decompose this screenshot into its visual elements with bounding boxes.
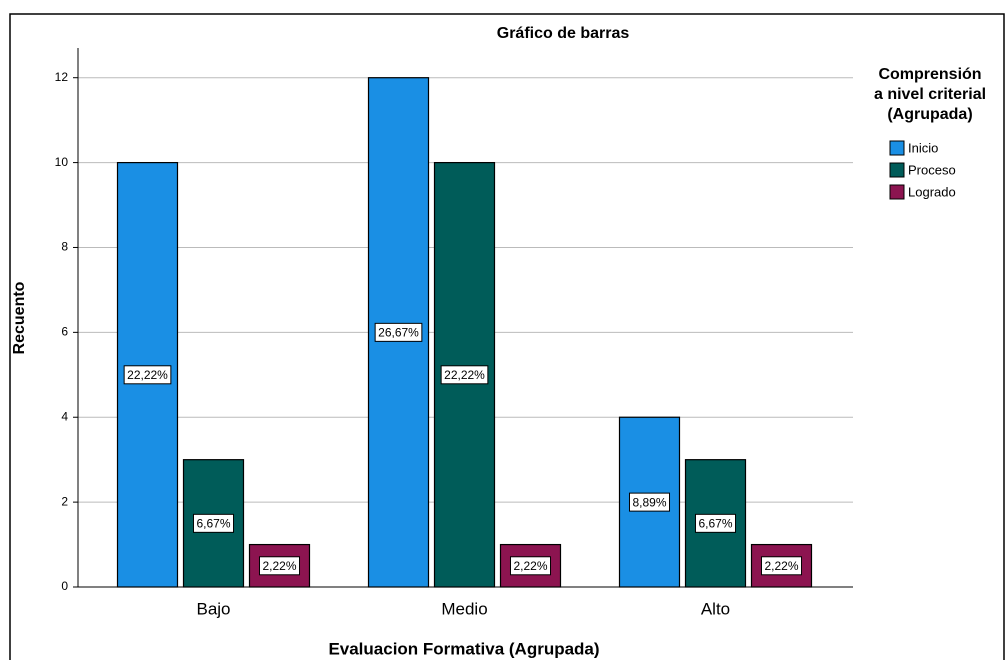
data-label: 8,89% xyxy=(632,495,666,509)
y-axis-label: Recuento xyxy=(11,281,28,354)
data-label: 26,67% xyxy=(378,326,419,340)
legend-swatch xyxy=(889,140,905,156)
legend-label: Proceso xyxy=(908,162,956,177)
x-tick-label: Bajo xyxy=(196,599,230,618)
data-label: 2,22% xyxy=(764,559,798,573)
data-label-box xyxy=(760,556,803,576)
x-tick-label: Medio xyxy=(441,599,487,618)
y-tick-label: 4 xyxy=(61,409,68,423)
data-label-box xyxy=(694,513,737,533)
legend-title: a nivel criterial xyxy=(874,86,986,103)
data-label: 6,67% xyxy=(196,517,230,531)
data-label-box xyxy=(123,365,172,385)
x-axis-label: Evaluacion Formativa (Agrupada) xyxy=(328,639,599,658)
x-tick-label: Alto xyxy=(701,599,730,618)
data-label-box xyxy=(509,556,552,576)
data-label-box xyxy=(258,556,301,576)
legend-title: (Agrupada) xyxy=(887,106,972,123)
y-tick-label: 8 xyxy=(61,240,68,254)
y-tick-label: 0 xyxy=(61,579,68,593)
legend-label: Inicio xyxy=(908,140,938,155)
legend-swatch xyxy=(889,184,905,200)
legend-swatch xyxy=(889,162,905,178)
data-label-box xyxy=(628,492,671,512)
y-tick-label: 12 xyxy=(55,70,69,84)
legend-title: Comprensión xyxy=(878,66,981,83)
y-tick-label: 2 xyxy=(61,494,68,508)
data-label: 22,22% xyxy=(127,368,168,382)
chart-title: Gráfico de barras xyxy=(497,25,630,42)
data-label: 6,67% xyxy=(698,517,732,531)
data-label: 2,22% xyxy=(262,559,296,573)
data-label: 2,22% xyxy=(513,559,547,573)
data-label-box xyxy=(374,322,423,342)
data-label: 22,22% xyxy=(444,368,485,382)
data-label-box xyxy=(440,365,489,385)
data-label-box xyxy=(192,513,235,533)
legend-label: Logrado xyxy=(908,184,956,199)
y-tick-label: 6 xyxy=(61,325,68,339)
y-tick-label: 10 xyxy=(55,155,69,169)
